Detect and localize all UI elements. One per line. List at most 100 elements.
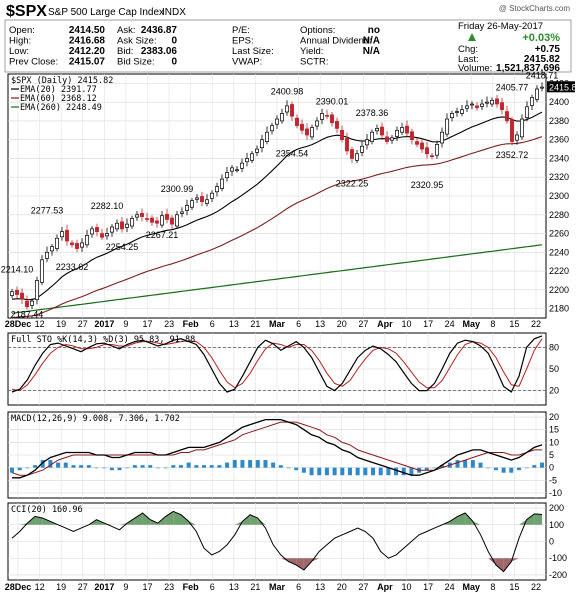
- macd-histogram-bar: [309, 467, 314, 476]
- macd-histogram-bar: [186, 462, 191, 468]
- up-arrow-icon: [468, 33, 476, 41]
- candle-body: [140, 213, 144, 217]
- macd-histogram-bar: [232, 460, 237, 468]
- cci-positive-area: [19, 523, 28, 525]
- candle-body: [340, 129, 344, 141]
- volume-value: 1,521,837,696: [496, 63, 560, 74]
- macd-histogram-bar: [294, 467, 299, 471]
- cci-y-tick: -200: [549, 570, 567, 580]
- bottom-x-axis-label: 6: [210, 582, 215, 592]
- cci-positive-area: [242, 514, 251, 525]
- candle-body: [65, 229, 69, 242]
- candle-body: [530, 97, 534, 106]
- candle-body: [475, 105, 479, 109]
- bottom-x-axis-label: 12: [35, 582, 45, 592]
- macd-histogram-bar: [271, 462, 276, 468]
- candle-body: [455, 111, 459, 113]
- macd-histogram-bar: [40, 460, 45, 468]
- candle-body: [75, 243, 79, 249]
- quote-date: Friday 26-May-2017: [458, 21, 543, 32]
- candle-body: [295, 117, 299, 126]
- candle-body: [505, 111, 509, 122]
- candle-body: [130, 218, 134, 227]
- cci-positive-area: [180, 514, 189, 525]
- price-annotation: 2277.53: [31, 206, 64, 216]
- candle-body: [370, 131, 374, 142]
- ema60-line: [11, 136, 543, 319]
- last-value-marker: [547, 81, 575, 93]
- chg-value: +0.75: [535, 44, 561, 55]
- candle-body: [10, 291, 14, 296]
- candle-body: [430, 155, 434, 157]
- candle-body: [135, 214, 139, 218]
- macd-histogram-bar: [371, 467, 376, 476]
- bottom-x-axis-label: 2017: [94, 582, 114, 592]
- candle-body: [260, 139, 264, 149]
- bottom-x-axis-label: 10: [401, 582, 411, 592]
- last-value-text: 2415.82: [549, 82, 576, 92]
- sto-legend: Full STO %K(14,3) %D(3) 95.83, 91.88: [11, 335, 195, 345]
- macd-histogram-bar: [509, 467, 514, 473]
- macd-histogram-bar: [209, 465, 214, 468]
- candle-body: [85, 235, 89, 246]
- x-axis-label: Apr: [377, 319, 393, 329]
- candle-body: [460, 109, 464, 114]
- macd-histogram-bar: [163, 467, 168, 469]
- price-annotation: 2354.54: [276, 148, 309, 158]
- price-y-tick: 2340: [549, 153, 569, 163]
- x-axis-label: 9: [123, 319, 128, 329]
- x-axis-label: 28Dec: [5, 319, 32, 329]
- candle-body: [20, 292, 24, 300]
- quote-field-label: Low:: [9, 46, 29, 57]
- cci-negative-area: [288, 558, 297, 565]
- cci-positive-area: [142, 513, 151, 525]
- macd-histogram-bar: [117, 467, 122, 471]
- macd-histogram-bar: [71, 465, 76, 468]
- macd-y-tick: 20: [549, 412, 559, 422]
- macd-histogram-bar: [225, 462, 230, 468]
- macd-histogram-bar: [516, 467, 521, 471]
- x-axis-label: 19: [56, 319, 66, 329]
- x-axis-label: 23: [164, 319, 174, 329]
- macd-histogram-bar: [155, 467, 160, 469]
- macd-histogram-bar: [478, 462, 483, 468]
- candle-body: [470, 103, 474, 106]
- macd-histogram-bar: [217, 465, 222, 468]
- chg-label: Chg:: [458, 44, 478, 55]
- bottom-x-axis-label: May: [462, 582, 480, 592]
- candle-body: [110, 226, 114, 233]
- x-axis-label: 13: [315, 319, 325, 329]
- candle-body: [540, 86, 544, 89]
- cci-negative-area: [280, 558, 289, 562]
- candle-body: [15, 289, 19, 295]
- candle-body: [30, 300, 34, 306]
- candle-body: [310, 127, 314, 138]
- quote-field-value: 2436.87: [141, 25, 178, 36]
- x-axis-label: 12: [35, 319, 45, 329]
- candle-body: [445, 118, 449, 135]
- quote-field-label: Bid:: [117, 46, 133, 57]
- macd-histogram-bar: [79, 465, 84, 468]
- cci-negative-area: [511, 558, 519, 562]
- cci-negative-area: [296, 558, 304, 570]
- macd-y-tick: 10: [549, 437, 559, 447]
- macd-histogram-bar: [17, 467, 22, 471]
- volume-label: Volume:: [458, 63, 492, 74]
- macd-line: [12, 418, 543, 479]
- candle-body: [40, 259, 44, 283]
- price-y-tick: 2260: [549, 229, 569, 239]
- quote-field-label: Options:: [300, 25, 335, 36]
- x-axis-label: 13: [229, 319, 239, 329]
- candle-body: [275, 118, 279, 125]
- cci-positive-area: [42, 518, 51, 525]
- candle-body: [185, 205, 189, 211]
- macd-histogram-bar: [10, 467, 14, 473]
- cci-positive-area: [465, 513, 473, 525]
- candle-body: [325, 114, 329, 117]
- macd-histogram-bar: [386, 467, 391, 476]
- candle-body: [500, 102, 504, 111]
- x-axis-label: 21: [250, 319, 260, 329]
- candle-body: [100, 233, 104, 238]
- bottom-x-axis-label: 21: [250, 582, 260, 592]
- price-y-tick: 2320: [549, 172, 569, 182]
